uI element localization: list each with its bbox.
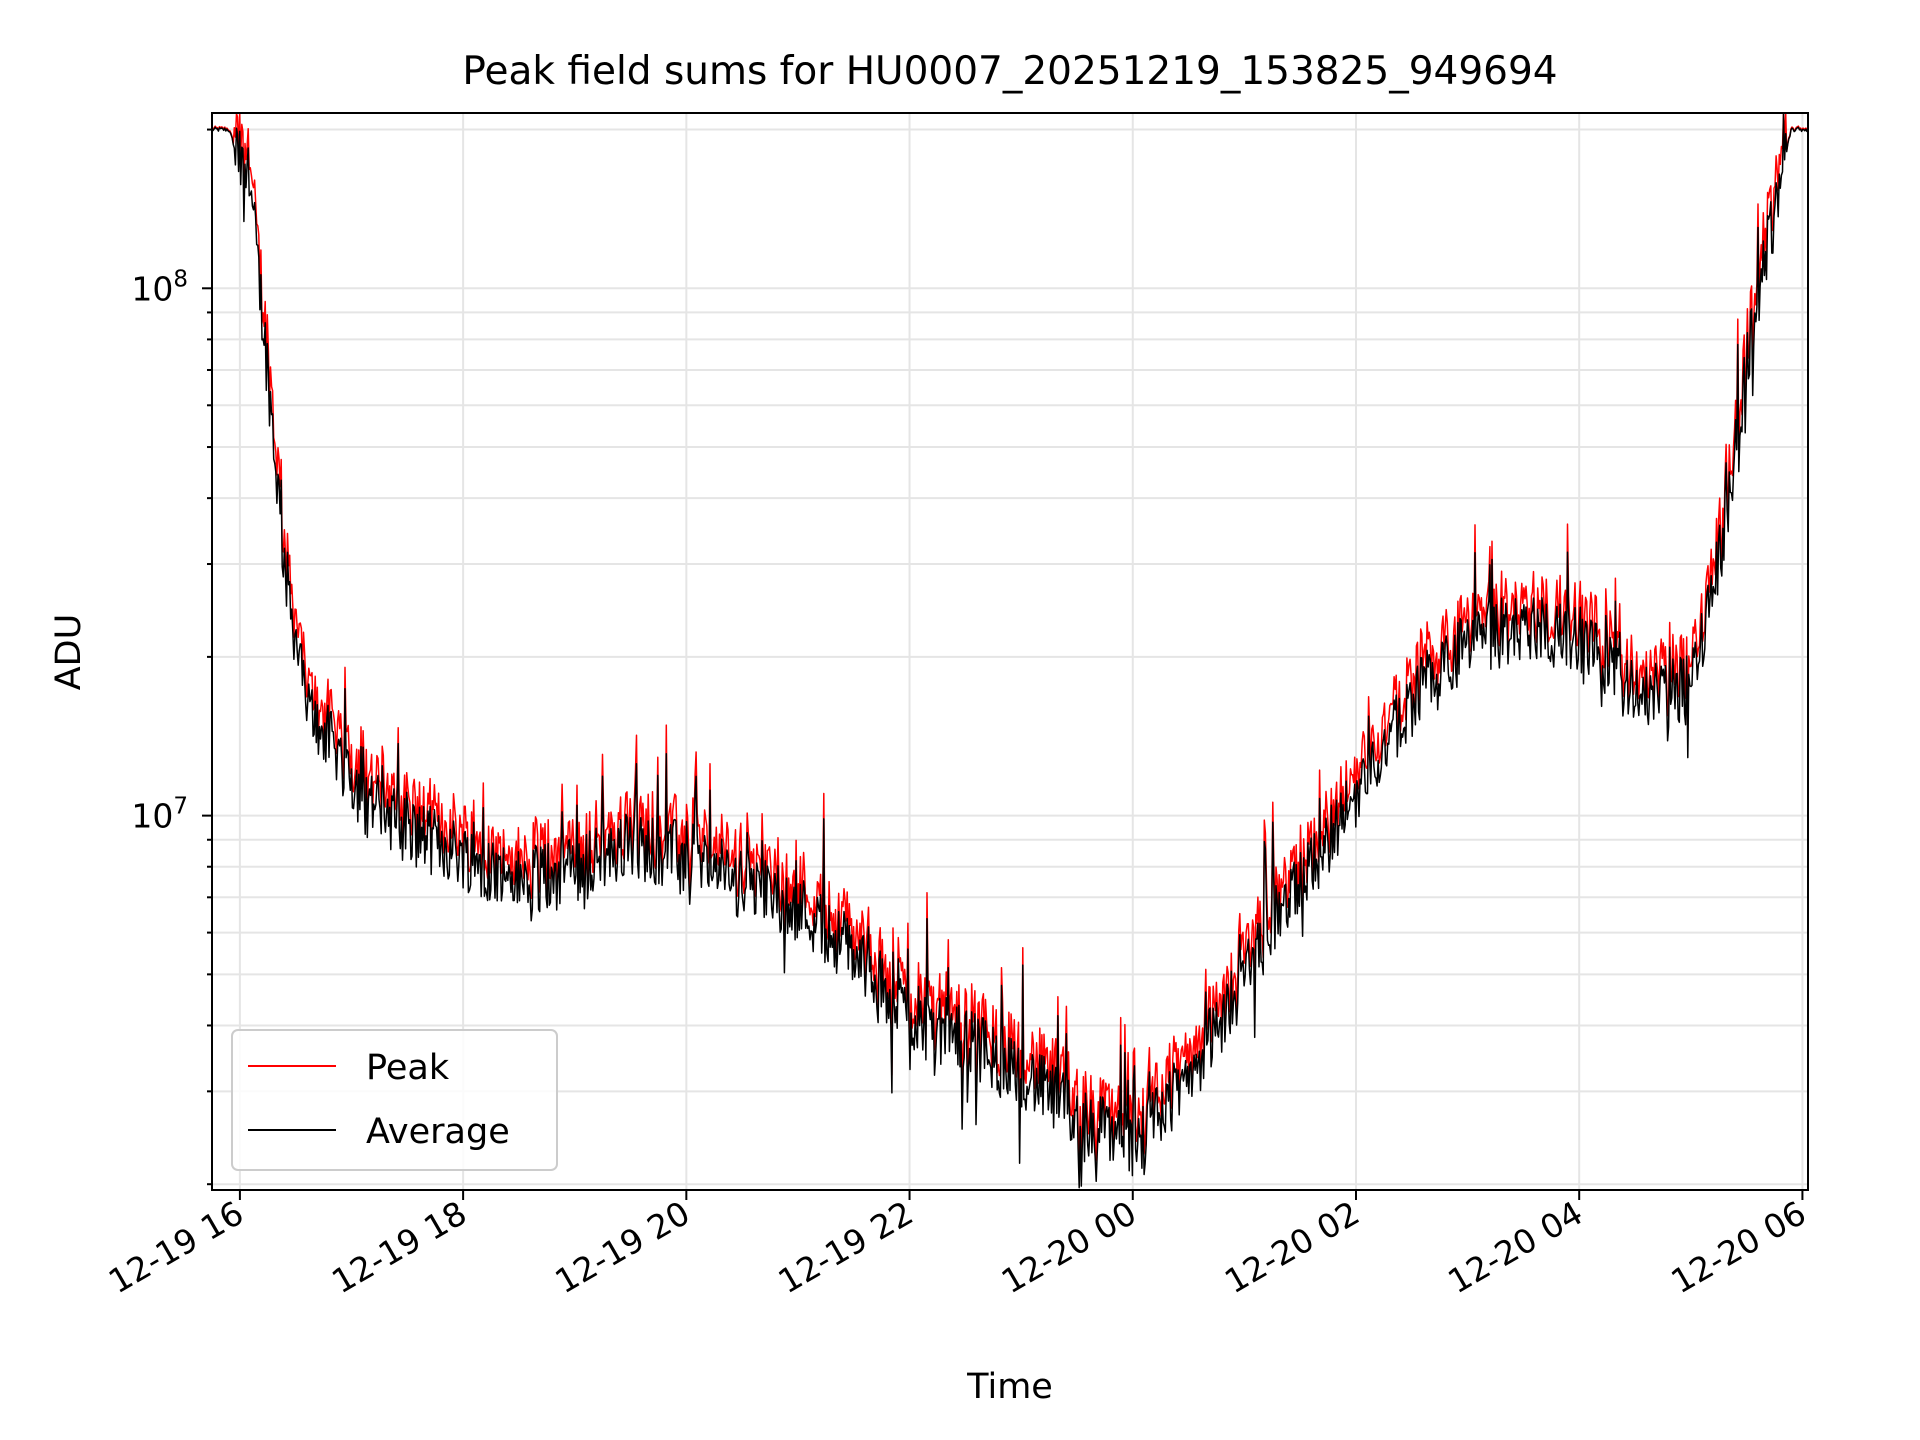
y-tick-label: 107 [131,794,188,836]
y-tick-label: 108 [131,266,188,308]
legend-peak-label: Peak [366,1048,450,1088]
x-axis-label: Time [966,1367,1053,1407]
plot-frame [211,112,1809,1191]
series-group [212,113,1808,1189]
series-average-line [212,113,1808,1189]
y-axis-label: ADU [49,614,89,691]
legend-average-label: Average [366,1112,510,1152]
chart-title: Peak field sums for HU0007_20251219_1538… [462,49,1557,94]
y-axis: 107 108 [131,128,212,1186]
grid [212,113,1808,1190]
legend: Peak Average [231,1029,558,1171]
